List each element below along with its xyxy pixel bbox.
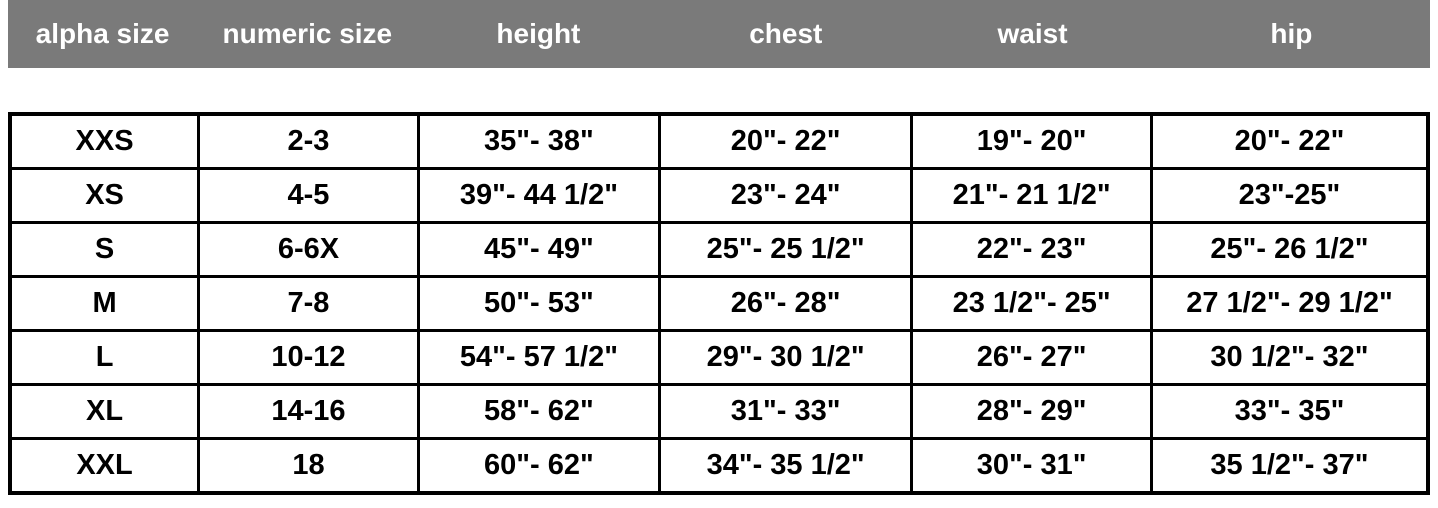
table-cell: 20"- 22" xyxy=(1149,112,1430,170)
table-cell: 60"- 62" xyxy=(416,437,661,495)
table-cell: 35"- 38" xyxy=(416,112,661,170)
table-cell: 58"- 62" xyxy=(416,383,661,440)
table-cell: 14-16 xyxy=(197,383,420,440)
table-cell: 25"- 26 1/2" xyxy=(1149,221,1430,278)
column-header-height: height xyxy=(417,0,660,68)
column-header-chest: chest xyxy=(659,0,913,68)
table-cell: 22"- 23" xyxy=(910,221,1153,278)
table-row: L 10-12 54"- 57 1/2" 29"- 30 1/2" 26"- 27" 30… xyxy=(8,329,1430,386)
table-cell: 31"- 33" xyxy=(657,383,914,440)
table-cell: 30"- 31" xyxy=(910,437,1153,495)
table-row: M 7-8 50"- 53" 26"- 28" 23 1/2"- 25" 27 1/2"-… xyxy=(8,275,1430,332)
column-header-hip: hip xyxy=(1152,0,1430,68)
table-cell: 29"- 30 1/2" xyxy=(657,329,914,386)
table-cell: M xyxy=(8,275,201,332)
table-cell: 25"- 25 1/2" xyxy=(657,221,914,278)
size-chart-table: XXS 2-3 35"- 38" 20"- 22" 19"- 20" 20"- 22" XS… xyxy=(8,112,1430,495)
table-cell: 30 1/2"- 32" xyxy=(1149,329,1430,386)
table-cell: 6-6X xyxy=(197,221,420,278)
header-table-gap xyxy=(8,68,1430,112)
table-cell: 26"- 27" xyxy=(910,329,1153,386)
table-row: XXS 2-3 35"- 38" 20"- 22" 19"- 20" 20"- 22" xyxy=(8,112,1430,170)
table-cell: 23"- 24" xyxy=(657,167,914,224)
table-cell: 34"- 35 1/2" xyxy=(657,437,914,495)
table-cell: 39"- 44 1/2" xyxy=(416,167,661,224)
table-row: XL 14-16 58"- 62" 31"- 33" 28"- 29" 33"- 35" xyxy=(8,383,1430,440)
table-cell: 18 xyxy=(197,437,420,495)
table-cell: S xyxy=(8,221,201,278)
table-row: XS 4-5 39"- 44 1/2" 23"- 24" 21"- 21 1/2" 23"… xyxy=(8,167,1430,224)
column-header-waist: waist xyxy=(912,0,1153,68)
table-cell: 23"-25" xyxy=(1149,167,1430,224)
header-row: alpha size numeric size height chest wai… xyxy=(8,0,1430,68)
table-cell: XL xyxy=(8,383,201,440)
table-cell: 28"- 29" xyxy=(910,383,1153,440)
size-table-body: XXS 2-3 35"- 38" 20"- 22" 19"- 20" 20"- 22" XS… xyxy=(8,112,1430,495)
table-cell: 19"- 20" xyxy=(910,112,1153,170)
table-cell: 23 1/2"- 25" xyxy=(910,275,1153,332)
table-cell: 33"- 35" xyxy=(1149,383,1430,440)
table-cell: XS xyxy=(8,167,201,224)
table-cell: 50"- 53" xyxy=(416,275,661,332)
column-header-numeric-size: numeric size xyxy=(197,0,418,68)
table-cell: 21"- 21 1/2" xyxy=(910,167,1153,224)
column-header-strip: alpha size numeric size height chest wai… xyxy=(8,0,1430,68)
table-cell: 35 1/2"- 37" xyxy=(1149,437,1430,495)
table-row: XXL 18 60"- 62" 34"- 35 1/2" 30"- 31" 35 1/2"… xyxy=(8,437,1430,495)
table-cell: XXS xyxy=(8,112,201,170)
table-cell: 2-3 xyxy=(197,112,420,170)
table-cell: 54"- 57 1/2" xyxy=(416,329,661,386)
table-row: S 6-6X 45"- 49" 25"- 25 1/2" 22"- 23" 25"- 26… xyxy=(8,221,1430,278)
table-cell: 27 1/2"- 29 1/2" xyxy=(1149,275,1430,332)
table-cell: 26"- 28" xyxy=(657,275,914,332)
column-header-alpha-size: alpha size xyxy=(8,0,198,68)
table-cell: 20"- 22" xyxy=(657,112,914,170)
table-cell: 7-8 xyxy=(197,275,420,332)
table-cell: XXL xyxy=(8,437,201,495)
table-cell: 10-12 xyxy=(197,329,420,386)
table-cell: 4-5 xyxy=(197,167,420,224)
table-cell: 45"- 49" xyxy=(416,221,661,278)
table-cell: L xyxy=(8,329,201,386)
